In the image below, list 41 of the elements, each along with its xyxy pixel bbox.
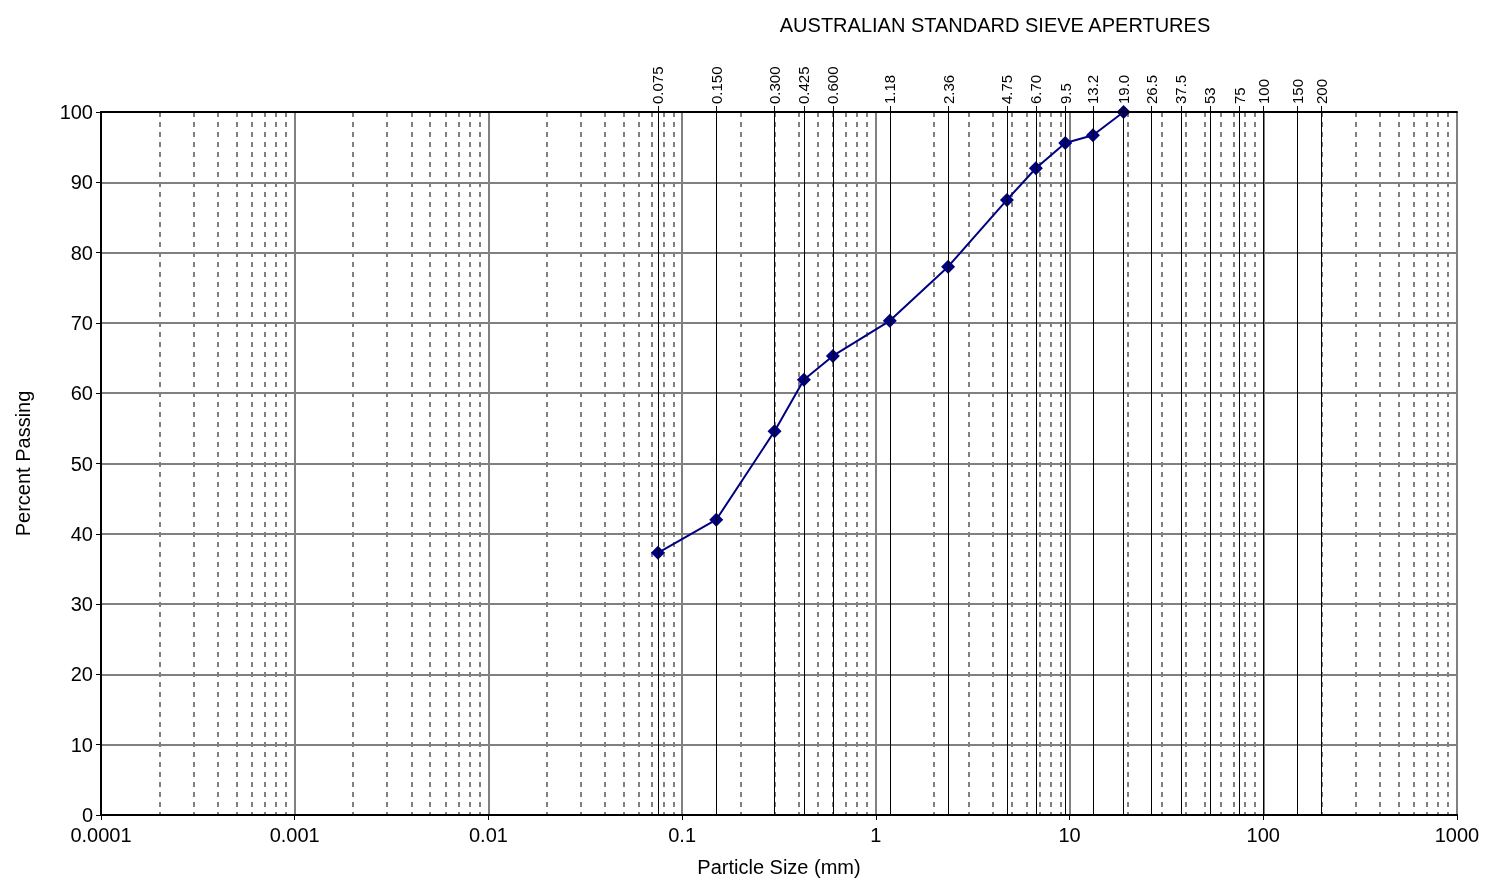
ref-line-label: 4.75 xyxy=(998,74,1016,104)
x-tick-label: 1 xyxy=(870,824,882,846)
y-tick-label: 80 xyxy=(70,241,93,264)
ref-line-label: 100 xyxy=(1254,78,1272,104)
y-tick-label: 50 xyxy=(70,452,93,475)
ref-line-label: 1.18 xyxy=(881,74,899,104)
ref-line-label: 9.5 xyxy=(1056,83,1074,104)
ref-line-label: 13.2 xyxy=(1084,74,1102,104)
x-tick-label: 0.0001 xyxy=(70,824,132,846)
ref-line-label: 0.425 xyxy=(795,66,813,104)
ref-line-label: 75 xyxy=(1230,87,1248,104)
ref-line-label: 53 xyxy=(1201,87,1219,104)
ref-line-label: 19.0 xyxy=(1115,74,1133,104)
x-tick-label: 0.01 xyxy=(468,824,508,846)
y-tick-label: 10 xyxy=(70,733,93,756)
x-axis-title: Particle Size (mm) xyxy=(697,856,861,878)
ref-line-label: 200 xyxy=(1313,78,1331,104)
ref-line-label: 0.300 xyxy=(766,66,784,104)
x-tick-label: 10 xyxy=(1058,824,1081,846)
y-tick-label: 30 xyxy=(70,593,93,616)
chart-title: AUSTRALIAN STANDARD SIEVE APERTURES xyxy=(779,14,1211,36)
ref-line-label: 0.075 xyxy=(649,66,667,104)
ref-line-label: 26.5 xyxy=(1143,74,1161,104)
x-tick-label: 0.1 xyxy=(668,824,697,846)
ref-line-label: 0.150 xyxy=(707,66,725,104)
ref-line-label: 6.70 xyxy=(1027,74,1045,104)
x-tick-label: 1000 xyxy=(1434,824,1480,846)
y-tick-label: 0 xyxy=(81,804,93,826)
y-axis-title: Percent Passing xyxy=(12,390,34,537)
ref-line-label: 0.600 xyxy=(824,66,842,104)
x-tick-label: 0.001 xyxy=(269,824,320,846)
x-tick-label: 100 xyxy=(1246,824,1280,846)
y-tick-label: 40 xyxy=(70,522,93,545)
ref-line-label: 2.36 xyxy=(939,74,957,104)
y-tick-label: 70 xyxy=(70,311,93,334)
ref-line-label: 37.5 xyxy=(1172,74,1190,104)
y-tick-label: 100 xyxy=(59,101,93,123)
y-tick-label: 60 xyxy=(70,382,93,405)
ref-line-label: 150 xyxy=(1288,78,1306,104)
y-tick-label: 90 xyxy=(70,171,93,194)
y-tick-label: 20 xyxy=(70,663,93,686)
